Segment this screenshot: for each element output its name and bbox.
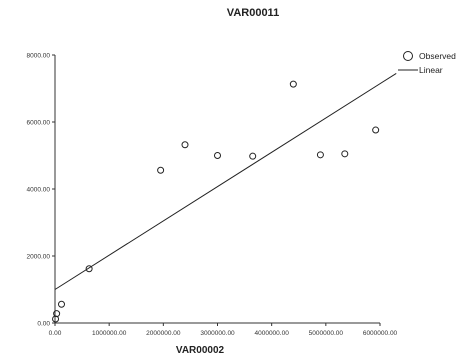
axes: 0.00 2000.00 4000.00 6000.00 8000.00 0.00 1000… bbox=[27, 53, 398, 338]
legend-observed-label: Observed bbox=[419, 51, 456, 61]
y-tick-label: 2000.00 bbox=[27, 254, 51, 261]
x-tick-label: 4000000.00 bbox=[254, 330, 289, 337]
observed-point bbox=[289, 80, 297, 88]
observed-point bbox=[85, 265, 93, 273]
observed-point bbox=[249, 152, 257, 160]
x-tick-label: 0.00 bbox=[49, 330, 62, 337]
linear-fit-line bbox=[54, 73, 397, 290]
legend-linear-label: Linear bbox=[419, 65, 443, 75]
observed-point bbox=[157, 166, 165, 174]
x-tick-label: 3000000.00 bbox=[200, 330, 235, 337]
y-tick-label: 6000.00 bbox=[27, 120, 51, 127]
x-tick-label: 6000000.00 bbox=[363, 330, 398, 337]
legend: Observed Linear bbox=[398, 51, 456, 75]
plot-area bbox=[52, 73, 397, 323]
observed-point bbox=[181, 141, 189, 149]
legend-observed-marker bbox=[403, 51, 413, 61]
observed-point bbox=[316, 151, 324, 159]
chart-title: VAR00011 bbox=[227, 7, 279, 19]
x-tick-label: 2000000.00 bbox=[146, 330, 181, 337]
y-tick-label: 8000.00 bbox=[27, 53, 51, 60]
observed-point bbox=[53, 310, 61, 318]
y-tick-label: 4000.00 bbox=[27, 187, 51, 194]
observed-point bbox=[372, 126, 380, 134]
observed-point bbox=[58, 300, 65, 308]
observed-point bbox=[214, 152, 221, 159]
y-tick-label: 0.00 bbox=[37, 321, 50, 328]
x-tick-label: 1000000.00 bbox=[92, 330, 127, 337]
x-tick-label: 5000000.00 bbox=[309, 330, 344, 337]
observed-point bbox=[341, 150, 349, 158]
x-axis-label: VAR00002 bbox=[176, 345, 225, 356]
